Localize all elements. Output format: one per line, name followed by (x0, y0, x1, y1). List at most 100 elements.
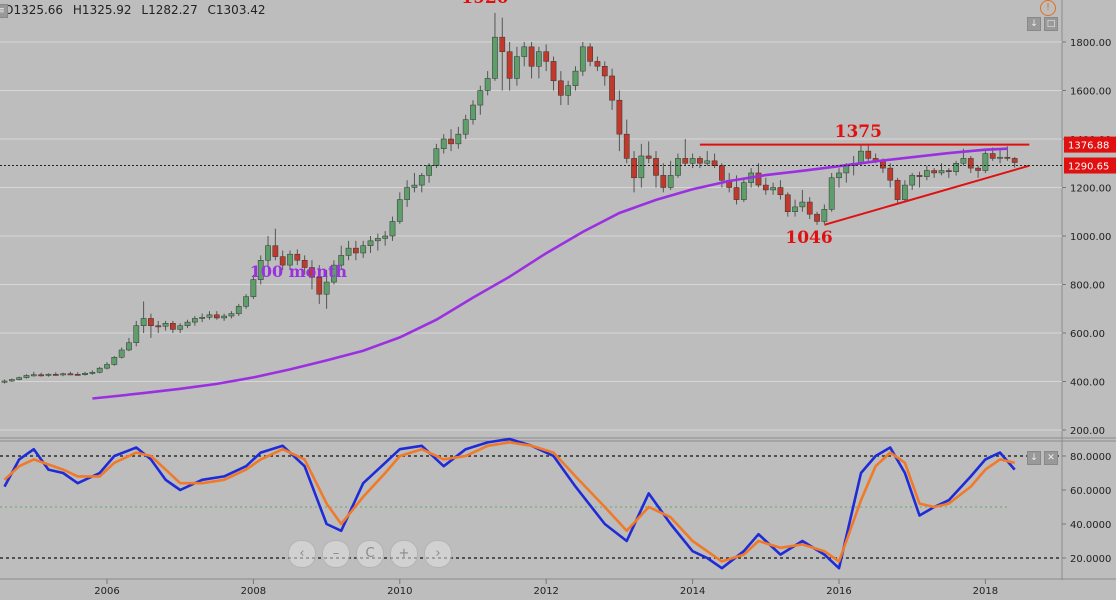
candle-down (653, 151, 659, 188)
candle-body (1011, 158, 1018, 163)
window-icon[interactable]: ≡ (0, 4, 8, 18)
candle-body (660, 175, 667, 188)
candle-body (609, 75, 615, 101)
candle-body (404, 187, 410, 200)
stochastic-k-line (3, 437, 1016, 570)
candle-down (213, 311, 220, 320)
candle-body (177, 325, 184, 330)
candle-down (631, 151, 637, 193)
candle-up (440, 134, 447, 154)
candle-down (931, 168, 938, 178)
candle-body (938, 170, 945, 174)
moving-average-line (92, 147, 1008, 400)
candle-layer (1, 12, 1018, 384)
candle-body (616, 99, 623, 135)
candle-body (499, 36, 506, 52)
candle-down (301, 255, 308, 275)
candle-body (155, 325, 162, 328)
y-tick-label: 400.00 (1070, 378, 1105, 389)
candle-body (506, 51, 513, 79)
osc-y-tick-label: 60.0000 (1070, 486, 1111, 497)
candle-body (309, 267, 315, 278)
candle-down (682, 139, 689, 166)
current-price-tag: 1290.65 (1068, 162, 1109, 173)
candle-up (235, 303, 242, 317)
candle-up (323, 269, 330, 309)
candle-up (982, 151, 989, 173)
box-icon[interactable]: □ (1044, 17, 1058, 31)
candle-body (477, 90, 484, 106)
candle-down (814, 211, 820, 225)
candle-body (528, 46, 535, 67)
candle-down (660, 163, 667, 193)
x-tick-label: 2014 (680, 586, 705, 596)
candle-body (360, 245, 367, 254)
candle-body (206, 314, 213, 318)
candle-down (52, 372, 59, 376)
candle-up (177, 323, 184, 333)
alert-icon[interactable]: ! (1040, 0, 1056, 16)
candle-body (719, 165, 725, 181)
candle-body (396, 199, 403, 222)
ohlc-low: L1282.27 (141, 3, 198, 17)
candle-up (792, 199, 798, 217)
candle-up (909, 172, 916, 190)
candle-down (887, 163, 894, 188)
candle-down (353, 240, 359, 261)
candle-body (235, 306, 242, 314)
candle-body (374, 238, 381, 242)
candle-body (975, 167, 981, 171)
resistance-price-tag: 1376.88 (1068, 141, 1109, 152)
candle-body (1, 380, 8, 383)
x-tick-label: 2012 (533, 586, 558, 596)
support-line (824, 164, 1030, 226)
candle-body (243, 296, 249, 307)
candle-body (455, 133, 462, 145)
candle-body (301, 260, 308, 268)
candle-body (287, 253, 293, 266)
candle-body (733, 187, 740, 200)
candle-body (23, 375, 30, 378)
stochastic-layer (0, 437, 1062, 570)
candle-body (492, 36, 498, 79)
down-arrow-icon[interactable]: ↓ (1027, 17, 1041, 31)
candle-up (821, 204, 828, 224)
candle-body (916, 175, 923, 177)
scroll-right-button[interactable]: › (424, 540, 452, 568)
ohlc-close: C1303.42 (207, 3, 266, 17)
candle-up (104, 362, 110, 370)
candle-up (96, 366, 103, 374)
candle-down (1011, 156, 1018, 168)
zoom-in-button[interactable]: + (390, 540, 418, 568)
candle-down (587, 43, 593, 67)
candle-up (997, 148, 1003, 164)
candle-up (45, 373, 52, 377)
candle-down (170, 320, 176, 333)
annotation-1920: 1920 (461, 0, 508, 8)
osc-y-tick-label: 20.0000 (1070, 554, 1111, 565)
candle-body (675, 158, 681, 176)
candle-up (514, 46, 520, 86)
reset-button[interactable]: C (356, 540, 384, 568)
y-tick-label: 1200.00 (1070, 184, 1111, 195)
candle-body (52, 373, 59, 376)
ohlc-readout: O1325.66 H1325.92 L1282.27 C1303.42 (4, 3, 272, 17)
candle-up (126, 337, 132, 352)
zoom-out-button[interactable]: – (322, 540, 350, 568)
close-icon[interactable]: ✕ (1044, 451, 1058, 465)
candle-body (448, 138, 454, 145)
candle-down (499, 17, 506, 91)
candle-body (638, 155, 645, 179)
candle-up (382, 231, 389, 246)
candle-up (199, 313, 206, 323)
annotation-1046: 1046 (785, 228, 832, 248)
candle-up (360, 240, 367, 258)
candle-body (858, 150, 864, 164)
down-arrow-icon[interactable]: ↓ (1027, 451, 1041, 465)
candle-body (67, 373, 74, 376)
osc-y-tick-label: 80.0000 (1070, 452, 1111, 463)
candle-body (689, 158, 696, 164)
scroll-left-button[interactable]: ‹ (288, 540, 316, 568)
candle-up (184, 319, 191, 329)
